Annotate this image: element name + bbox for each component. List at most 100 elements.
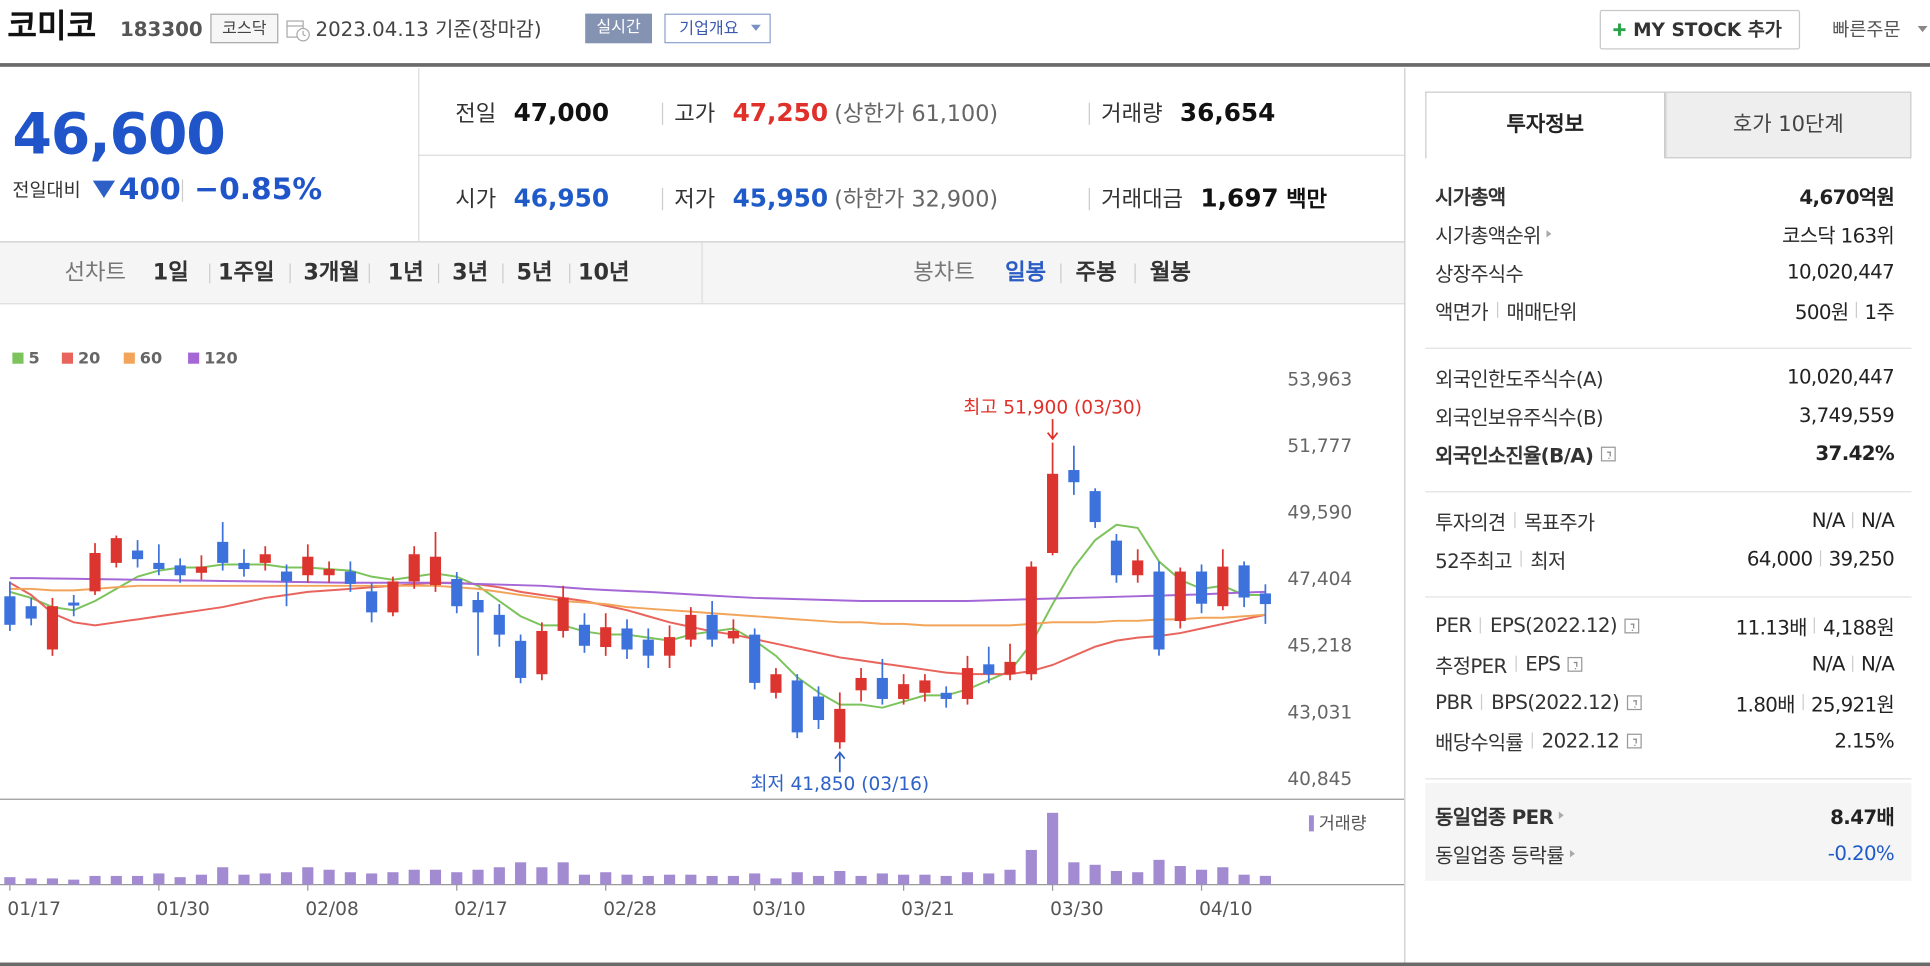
value-text: 25,921원 xyxy=(1810,692,1895,716)
candle-body xyxy=(919,680,931,693)
separator xyxy=(1088,188,1090,211)
candle-body xyxy=(46,606,59,650)
realtime-badge[interactable]: 실시간 xyxy=(585,13,652,44)
legend-label: 120 xyxy=(204,348,238,367)
y-tick-label: 51,777 xyxy=(1287,436,1352,457)
volume-bar xyxy=(451,872,463,885)
x-tick-label: 03/30 xyxy=(1050,899,1103,920)
info-tab-selected[interactable]: 투자정보 xyxy=(1425,91,1666,159)
info-label: 투자의견 목표주가 xyxy=(1435,505,1595,535)
company-button[interactable]: 기업개요 xyxy=(664,13,771,44)
volume-bar xyxy=(1047,812,1059,885)
volume-bar xyxy=(89,875,101,885)
volume-bar xyxy=(706,875,718,885)
volume-bar xyxy=(387,872,399,885)
separator xyxy=(1060,263,1062,284)
value-text: 64,000 xyxy=(1746,546,1813,571)
candle-body xyxy=(132,550,144,560)
info-tab[interactable]: 호가 10단계 xyxy=(1665,91,1912,159)
period-tab[interactable]: 월봉 xyxy=(1149,259,1191,286)
info-label: 액면가 매매단위 xyxy=(1435,295,1577,325)
candle-body xyxy=(472,599,484,613)
ma-line xyxy=(9,581,1266,676)
quote-value: 36,654 xyxy=(1179,97,1276,128)
help-icon[interactable] xyxy=(1624,617,1640,633)
help-icon[interactable] xyxy=(1626,694,1642,710)
candle-body xyxy=(855,677,867,691)
min-arrow xyxy=(834,751,846,773)
candle-body xyxy=(578,624,591,646)
period-tab[interactable]: 10년 xyxy=(578,259,630,286)
value-text: 10,020,447 xyxy=(1786,259,1895,284)
volume-bar xyxy=(323,869,335,885)
separator xyxy=(368,263,370,284)
volume-bar xyxy=(68,879,80,885)
quote-value: 47,250 xyxy=(732,97,829,128)
candle-body xyxy=(600,627,612,648)
period-tab[interactable]: 주봉 xyxy=(1075,259,1117,286)
label-text: 매매단위 xyxy=(1506,300,1577,324)
volume-bar xyxy=(834,870,846,885)
quick-order[interactable]: 빠른주문 xyxy=(1832,18,1901,41)
label-text: 최저 xyxy=(1530,548,1566,573)
period-tab[interactable]: 3년 xyxy=(452,259,489,286)
volume-bar xyxy=(898,874,910,885)
candle-body xyxy=(344,571,356,584)
info-value: 1.80배 25,921원 xyxy=(1736,687,1895,717)
value-text: 4,670억원 xyxy=(1799,184,1895,209)
volume-bar xyxy=(770,878,782,885)
separator xyxy=(181,179,184,202)
base-date: 2023.04.13 기준(장마감) xyxy=(315,17,542,41)
volume-bar xyxy=(557,862,569,885)
label-text: 시가총액 xyxy=(1435,184,1506,209)
separator xyxy=(437,263,440,284)
candle-body xyxy=(940,692,952,699)
legend-swatch xyxy=(123,352,135,364)
volume-bar xyxy=(238,874,250,885)
help-icon[interactable] xyxy=(1600,446,1616,461)
label-text: 외국인한도주식수(A) xyxy=(1435,366,1604,391)
quote-label: 시가 xyxy=(455,186,497,213)
info-row: 동일업종 등락률 -0.20% xyxy=(1425,834,1911,872)
help-icon[interactable] xyxy=(1567,656,1583,672)
label-text: BPS(2022.12) xyxy=(1491,690,1620,714)
volume-bar xyxy=(919,874,931,885)
label-text: 동일업종 PER xyxy=(1435,804,1554,829)
value-text: 39,250 xyxy=(1828,546,1895,571)
separator xyxy=(661,188,664,211)
period-tab[interactable]: 일봉 xyxy=(1005,259,1047,286)
period-tab[interactable]: 1주일 xyxy=(217,259,275,286)
separator xyxy=(1814,617,1816,634)
info-row: 동일업종 PER 8.47배 xyxy=(1425,796,1911,834)
period-tab[interactable]: 1년 xyxy=(387,259,424,286)
change-rate: −0.85% xyxy=(194,171,323,207)
info-row: 추정PER EPS N/A N/A xyxy=(1425,645,1911,683)
help-icon[interactable] xyxy=(1626,733,1642,748)
legend-swatch xyxy=(61,352,73,364)
panel-divider xyxy=(1404,68,1406,966)
volume-bar xyxy=(940,875,952,885)
period-tab[interactable]: 3개월 xyxy=(303,259,360,286)
candle-body xyxy=(642,639,654,656)
period-tab[interactable]: 5년 xyxy=(516,259,553,286)
candle-body xyxy=(366,591,378,613)
info-label: 52주최고 최저 xyxy=(1435,544,1566,574)
candle-body xyxy=(961,668,974,699)
y-tick-label: 45,218 xyxy=(1287,636,1352,657)
candle-body xyxy=(153,562,165,570)
label-text: 액면가 xyxy=(1435,300,1488,324)
mystock-button[interactable]: MY STOCK 추가 xyxy=(1599,9,1801,50)
separator xyxy=(1802,694,1804,711)
candle-body xyxy=(1068,470,1080,483)
info-label: PER EPS(2022.12) xyxy=(1435,614,1640,637)
period-tab[interactable]: 1일 xyxy=(152,259,189,286)
change-label: 전일대비 xyxy=(12,179,81,202)
x-tick-label: 02/17 xyxy=(454,899,507,920)
separator xyxy=(1531,732,1534,749)
volume-bar xyxy=(366,873,378,885)
candle-body xyxy=(834,708,846,743)
info-value: 11.13배 4,188원 xyxy=(1736,611,1895,641)
info-row: 외국인소진율(B/A) 37.42% xyxy=(1425,434,1911,472)
